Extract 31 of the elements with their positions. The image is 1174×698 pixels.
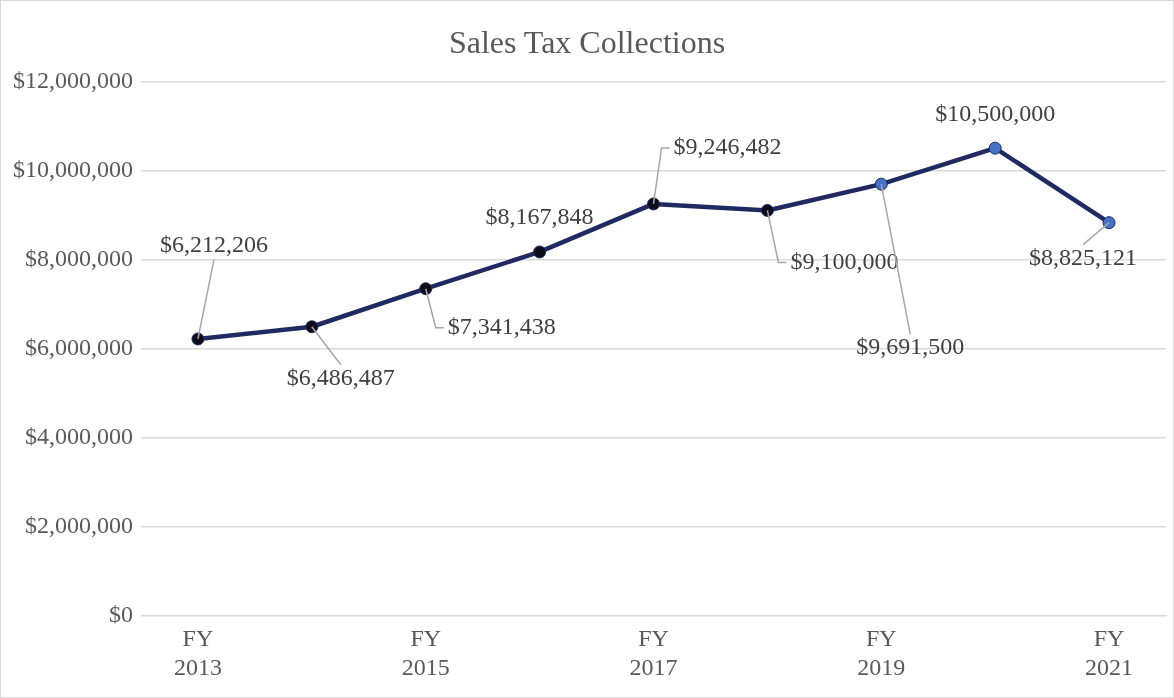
text: $7,341,438 (447, 313, 556, 339)
x-tick-label: FY 2019 (857, 625, 906, 680)
text: $6,212,206 (159, 231, 268, 258)
text: $6,486,487 (286, 364, 395, 391)
text: $9,691,500 (856, 333, 965, 360)
x-tick-label: FY 2015 (401, 625, 450, 680)
text: $10,500,000 (935, 100, 1056, 127)
text: $9,100,000 (790, 247, 899, 274)
x-tick-label: FY 2021 (1085, 625, 1134, 680)
point (191, 332, 205, 346)
x-tick-label: FY 2017 (629, 625, 678, 680)
point (988, 141, 1002, 155)
point (1102, 216, 1116, 230)
point (760, 203, 774, 217)
text: $9,246,482 (673, 133, 782, 160)
y-tick-label: $2,000,000 (25, 511, 133, 538)
text: $8,825,121 (1029, 243, 1138, 270)
x-tick-label: FY 2013 (173, 625, 222, 680)
y-tick-label: $6,000,000 (25, 333, 133, 360)
text: $8,167,848 (485, 203, 594, 230)
y-tick-label: $4,000,000 (25, 422, 133, 449)
point (647, 197, 660, 211)
y-tick-label: $10,000,000 (13, 155, 133, 182)
y-tick-label: $12,000,000 (13, 66, 133, 93)
y-tick-label: $8,000,000 (25, 244, 133, 271)
point (305, 320, 319, 334)
point (533, 245, 547, 259)
y-tick-label: $0 (109, 600, 133, 627)
point (419, 282, 433, 296)
point (874, 177, 888, 191)
chart-title: Sales Tax Collections (448, 23, 726, 60)
